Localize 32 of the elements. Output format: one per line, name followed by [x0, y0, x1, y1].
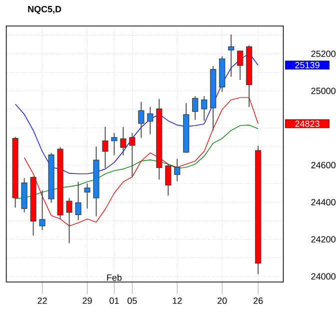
candlestick — [39, 190, 46, 230]
text: 25139 — [295, 62, 320, 68]
x-tick-label: 12 — [172, 298, 182, 304]
annotation: Feb — [107, 274, 122, 281]
candlestick — [174, 158, 180, 182]
text: 24823 — [295, 120, 320, 127]
y-tick-label: 25200 — [311, 50, 336, 57]
candlestick — [165, 164, 172, 196]
x-tick-label: 26 — [254, 298, 263, 304]
candlestick — [192, 96, 198, 120]
candlestick — [111, 132, 118, 156]
candlestick — [120, 126, 126, 156]
candlestick — [147, 106, 154, 135]
y-tick-label: 24400 — [311, 199, 336, 206]
candlestick — [102, 126, 108, 169]
candlestick — [228, 34, 234, 78]
y-tick-label: 24600 — [311, 162, 336, 168]
x-tick-label: 01 — [110, 298, 119, 304]
x-tick-label: 29 — [82, 298, 92, 304]
chart-title: NQC5,D — [28, 6, 62, 14]
x-tick-label: 20 — [218, 298, 227, 304]
x-tick-label: 05 — [128, 298, 137, 304]
candlestick — [84, 183, 90, 209]
y-tick-label: 24000 — [311, 273, 336, 280]
candlestick — [129, 132, 136, 177]
y-tick-label: 25000 — [311, 88, 336, 94]
x-tick-label: 22 — [38, 298, 47, 304]
candlestick — [237, 50, 244, 80]
candlestick — [201, 96, 208, 122]
candlestick — [138, 101, 144, 138]
y-tick-label: 24200 — [311, 236, 336, 242]
candlestick — [75, 181, 82, 221]
